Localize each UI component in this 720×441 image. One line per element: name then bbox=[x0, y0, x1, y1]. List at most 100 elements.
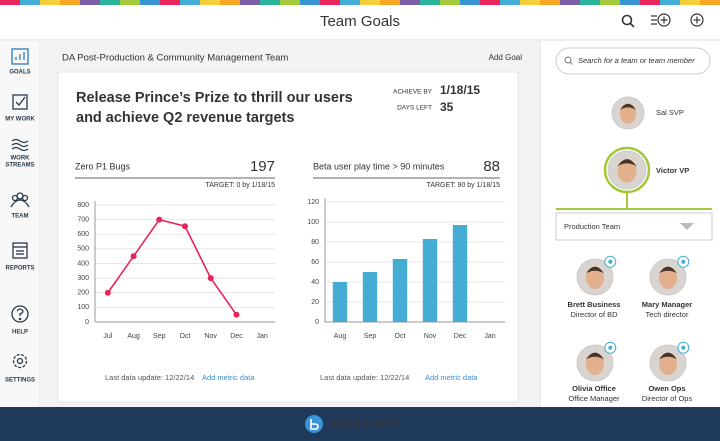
header-bar bbox=[0, 5, 720, 40]
add-goal-link[interactable]: Add Goal bbox=[489, 53, 523, 62]
team-badge-dot bbox=[681, 345, 686, 350]
x-tick-label: Aug bbox=[334, 333, 347, 340]
stripe-segment bbox=[200, 0, 220, 5]
reports-icon[interactable] bbox=[12, 242, 28, 259]
stripe-segment bbox=[0, 0, 20, 5]
nav-label[interactable]: SETTINGS bbox=[5, 378, 35, 384]
avatar-face bbox=[586, 352, 604, 376]
stripe-segment bbox=[320, 0, 340, 5]
member-role: Director of BD bbox=[570, 310, 618, 319]
charts: Zero P1 Bugs 197 TARGET: 0 by 1/18/15 0 100 2… bbox=[75, 158, 505, 382]
metric-target: TARGET: 90 by 1/18/15 bbox=[427, 182, 501, 189]
stripe-segment bbox=[640, 0, 660, 5]
y-tick-label: 500 bbox=[77, 246, 89, 253]
last-update: Last data update: 12/22/14 bbox=[105, 373, 194, 382]
x-tick-label: Aug bbox=[127, 333, 140, 340]
y-tick-label: 100 bbox=[77, 304, 89, 311]
avatar-hair bbox=[617, 159, 637, 167]
avatar-face bbox=[617, 159, 637, 183]
nav-label[interactable]: TEAM bbox=[12, 214, 29, 220]
avatar-hair bbox=[620, 103, 636, 110]
nav-label[interactable]: STREAMS bbox=[5, 163, 34, 169]
nav-label[interactable]: GOALS bbox=[9, 70, 30, 76]
nav-label[interactable]: REPORTS bbox=[5, 266, 34, 272]
stripe-segment bbox=[40, 0, 60, 5]
y-tick-label: 40 bbox=[311, 279, 319, 286]
stripe-segment bbox=[700, 0, 720, 5]
y-tick-label: 0 bbox=[85, 319, 89, 326]
my-work-icon[interactable] bbox=[12, 94, 28, 110]
y-tick-label: 60 bbox=[311, 259, 319, 266]
days-left-value: 35 bbox=[440, 100, 454, 114]
stripe-segment bbox=[580, 0, 600, 5]
member-role: Tech director bbox=[646, 310, 689, 319]
stripe-segment bbox=[20, 0, 40, 5]
search-placeholder: Search for a team or team member bbox=[578, 56, 695, 65]
add-icon[interactable] bbox=[690, 13, 704, 27]
nav-label[interactable]: WORK bbox=[11, 156, 31, 162]
x-tick-label: Jan bbox=[484, 333, 495, 340]
avatar-hair bbox=[659, 266, 677, 274]
stripe-segment bbox=[120, 0, 140, 5]
help-icon[interactable] bbox=[11, 305, 29, 323]
team-name: DA Post-Production & Community Managemen… bbox=[62, 53, 288, 64]
goals-icon[interactable] bbox=[11, 48, 29, 65]
data-point bbox=[182, 223, 188, 230]
work-streams-icon[interactable] bbox=[11, 138, 29, 152]
member-name[interactable]: Mary Manager bbox=[642, 300, 693, 309]
stripe-segment bbox=[60, 0, 80, 5]
leader-name[interactable]: Sal SVP bbox=[656, 108, 684, 117]
header-title: Team Goals bbox=[320, 13, 400, 30]
member-role: Office Manager bbox=[568, 394, 620, 403]
y-tick-label: 800 bbox=[77, 202, 89, 209]
y-tick-label: 400 bbox=[77, 260, 89, 267]
dropdown-arrow bbox=[680, 223, 694, 230]
bar bbox=[452, 225, 468, 322]
team-icon[interactable] bbox=[10, 192, 30, 208]
x-tick-label: Dec bbox=[230, 333, 243, 340]
member-name[interactable]: Olivia Office bbox=[572, 384, 616, 393]
stripe-segment bbox=[400, 0, 420, 5]
y-tick-label: 80 bbox=[311, 239, 319, 246]
member-role: Director of Ops bbox=[642, 394, 693, 403]
stripe-segment bbox=[260, 0, 280, 5]
x-tick-label: Oct bbox=[180, 333, 191, 340]
data-point bbox=[156, 216, 163, 223]
bar bbox=[332, 282, 348, 322]
avatar-face bbox=[659, 266, 677, 290]
avatar-hair bbox=[586, 266, 604, 274]
search-icon[interactable] bbox=[621, 14, 635, 28]
stripe-segment bbox=[500, 0, 520, 5]
nav-label[interactable]: HELP bbox=[12, 330, 28, 336]
nav-icons bbox=[10, 48, 30, 369]
data-point bbox=[233, 311, 240, 318]
member-name[interactable]: Owen Ops bbox=[648, 384, 685, 393]
add-list-icon[interactable] bbox=[651, 13, 671, 27]
goal-title: Release Prince’s Prize to thrill our use… bbox=[76, 90, 353, 106]
search-box[interactable] bbox=[555, 47, 711, 75]
x-tick-label: Oct bbox=[395, 333, 406, 340]
y-tick-label: 100 bbox=[307, 219, 319, 226]
data-line bbox=[107, 218, 238, 316]
metric-title: Zero P1 Bugs bbox=[75, 161, 131, 171]
stripe-segment bbox=[540, 0, 560, 5]
last-update: Last data update: 12/22/14 bbox=[320, 373, 409, 382]
color-stripe bbox=[0, 0, 720, 5]
add-metric-link[interactable]: Add metric data bbox=[425, 373, 478, 382]
add-metric-link[interactable]: Add metric data bbox=[202, 373, 255, 382]
team-badge-dot bbox=[608, 259, 613, 264]
stripe-segment bbox=[480, 0, 500, 5]
x-tick-label: Jan bbox=[256, 333, 267, 340]
nav-label[interactable]: MY WORK bbox=[5, 117, 35, 123]
leader-name[interactable]: Victor VP bbox=[656, 166, 689, 175]
stripe-segment bbox=[280, 0, 300, 5]
stripe-segment bbox=[300, 0, 320, 5]
nav-bar bbox=[0, 41, 40, 407]
y-tick-label: 20 bbox=[311, 299, 319, 306]
x-tick-label: Sep bbox=[364, 333, 377, 340]
settings-icon[interactable] bbox=[12, 353, 28, 369]
member-name[interactable]: Brett Business bbox=[568, 300, 621, 309]
avatars bbox=[576, 96, 690, 382]
x-tick-label: Dec bbox=[454, 333, 467, 340]
